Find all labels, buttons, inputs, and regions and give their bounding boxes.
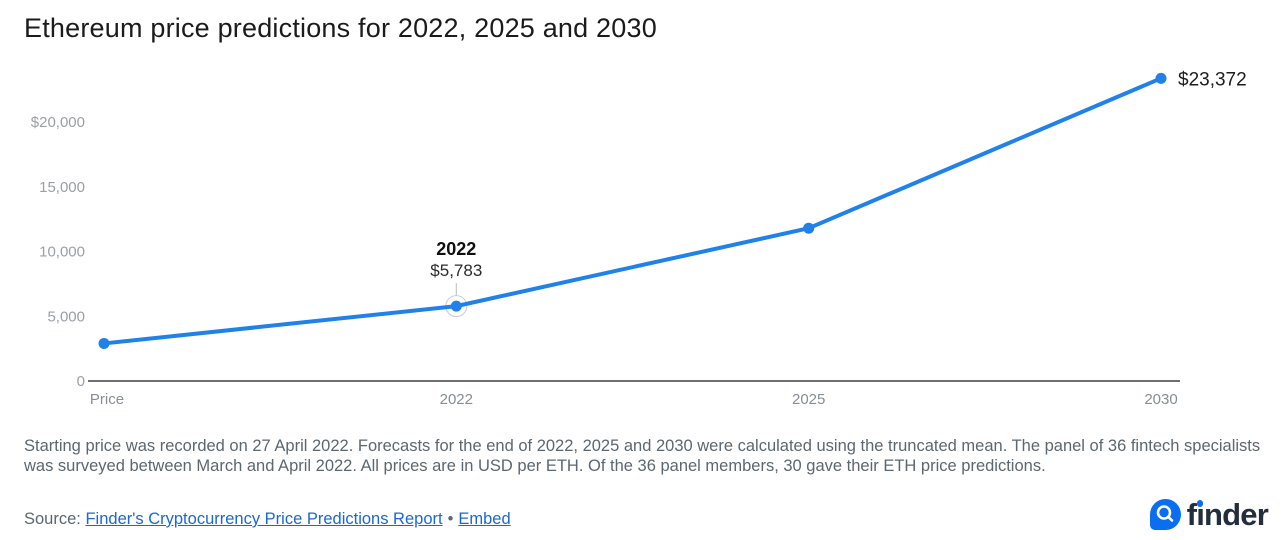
annotation-value-label: $5,783 — [430, 261, 482, 280]
y-axis-tick-label: 10,000 — [39, 244, 85, 261]
data-point[interactable] — [98, 337, 110, 349]
x-axis-tick-label: 2025 — [792, 391, 825, 408]
source-label: Source: — [24, 510, 81, 528]
magnifier-icon — [1149, 499, 1181, 530]
series-line — [102, 76, 1163, 346]
endpoint-value-label: $23,372 — [1178, 69, 1247, 90]
x-axis-tick-label: 2022 — [440, 391, 473, 408]
finder-logo-text: fı nder — [1186, 497, 1269, 532]
data-point[interactable] — [803, 222, 815, 234]
y-axis-tick-label: 15,000 — [39, 179, 85, 196]
chart-title: Ethereum price predictions for 2022, 202… — [24, 13, 657, 43]
footnote: Starting price was recorded on 27 April … — [24, 437, 1261, 476]
finder-logo[interactable]: fı nder — [1149, 497, 1269, 532]
y-axis-tick-label: 5,000 — [47, 308, 85, 325]
separator: • — [447, 510, 454, 528]
source-row: Source: Finder's Cryptocurrency Price Pr… — [24, 510, 511, 529]
embed-link[interactable]: Embed — [458, 510, 511, 528]
data-point[interactable] — [1155, 72, 1167, 84]
y-axis-tick-label: 0 — [77, 373, 85, 390]
data-point[interactable] — [450, 300, 462, 312]
annotation-year-label: 2022 — [436, 239, 476, 259]
line-chart: 0 5,000 10,000 15,000 $20,000 Price 2022 2025 20… — [31, 69, 1247, 408]
x-axis-tick-label: 2030 — [1144, 391, 1177, 408]
x-axis-tick-label: Price — [90, 391, 124, 408]
y-axis-tick-label: $20,000 — [31, 114, 85, 131]
report-link[interactable]: Finder's Cryptocurrency Price Prediction… — [85, 510, 443, 528]
